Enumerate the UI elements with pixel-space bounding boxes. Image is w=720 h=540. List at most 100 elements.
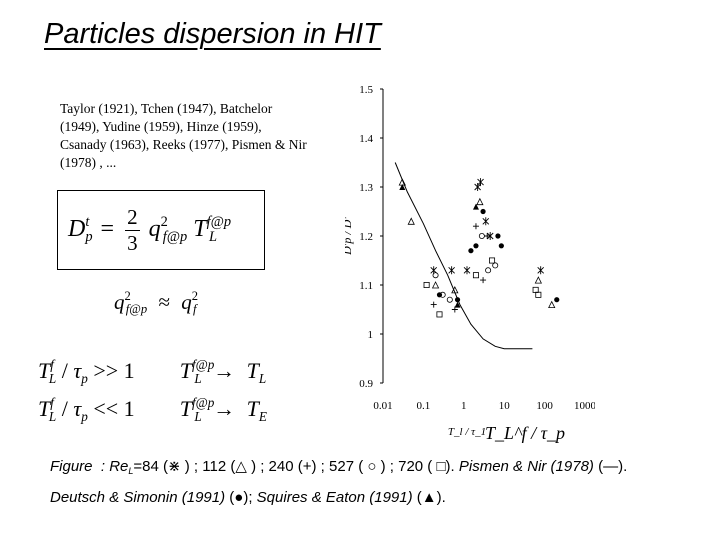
square-symbol-icon: □ [436,458,446,475]
dot-marker [468,248,474,254]
pismen-nir-curve [394,162,533,350]
limit-formula-large: TfL / τp >> 1 Tf@pL → TL [38,356,266,386]
dot-marker [554,297,560,303]
circle-marker [432,272,439,279]
caption-line-1: Figure : ReL=84 (⋇ ) ; 112 (△ ) ; 240 (+… [50,452,720,483]
limit1-t: T [38,358,51,383]
caption-figure-label: Figure [50,458,93,475]
series-dot [436,208,560,303]
formula-q: q [148,216,161,243]
limit2-tfp-sub: L [194,408,202,424]
square-marker [489,257,496,264]
x-tick-label: 1000 [574,400,595,412]
star-marker [537,266,545,275]
series-star [430,178,545,275]
limit1-tfp-sup: f@p [191,356,215,372]
caption-re-sub: L [128,466,134,477]
figure-caption: Figure : ReL=84 (⋇ ) ; 112 (△ ) ; 240 (+… [50,452,720,512]
caption-paren-open-1: ( [229,489,235,506]
star-marker [477,178,484,187]
circle-marker [446,296,453,303]
caption-text-close: ). [445,458,455,475]
formula-d-sup: t [85,213,90,230]
approx-op: ≈ [158,290,170,314]
limit1-tau-sub: p [81,370,88,386]
formula-t-sub: L [209,229,218,246]
triangle-marker [431,281,440,289]
references-text: Taylor (1921), Tchen (1947), Batchelor (… [60,101,307,170]
caption-ref-pismen: Pismen & Nir (1978) [458,458,594,475]
plus-marker [472,223,479,230]
triangle-marker [476,197,484,206]
x-tick-label: 0.01 [373,400,392,412]
dot-marker [495,233,501,239]
caption-ref-squires: Squires & Eaton (1991) [256,489,413,506]
caption-text-112: ) ; 112 ( [184,458,236,475]
formula-t-sup: f@p [206,213,232,230]
formula-equals: = [100,216,115,243]
star-symbol-icon: ⋇ [168,458,181,475]
y-tick-label: 1.4 [359,133,373,145]
x-tick-label: 100 [536,400,553,412]
caption-text-720: ) ; 720 ( [380,458,433,475]
limit2-rhs-sub: E [258,408,267,424]
dispersion-formula-box: Dtp = 2 3 q2f@p Tf@pL [57,190,265,270]
dot-marker [480,208,486,215]
limit2-t-sup: f [50,394,54,410]
series-line [394,162,533,350]
limit2-tfp: T [179,396,192,421]
y-tick-label: 1 [368,329,374,341]
square-marker [472,272,479,279]
x-tick-label: 10 [499,400,511,412]
approx-q: q [114,290,125,314]
dot-marker [498,243,504,249]
formula-d-sub: p [85,229,93,246]
triangle-marker [534,276,542,284]
y-tick-label: 0.9 [359,378,373,390]
limit1-tfp: T [179,358,192,383]
caption-line-symbol: (—). [598,458,628,475]
triangle-marker [407,217,415,225]
series-square [423,257,542,318]
y-tick-label: 1.5 [359,84,373,96]
formula-fraction: 2 3 [125,205,140,256]
approx-rhs-sup: 2 [191,289,199,304]
dispersion-chart: 0.9 1 1.1 1.2 1.3 1.4 1.5 0.01 0.1 1 10 100 1000 D'p … [345,84,595,443]
caption-paren-close-2: ). [436,489,446,506]
y-tick-label: 1.1 [359,280,373,292]
formula-q-sup: 2 [160,213,168,230]
filled-dot-icon: ● [234,489,244,506]
filled-triangle-marker [454,301,461,308]
star-marker [474,183,481,191]
limit1-tfp-sub: L [194,370,202,386]
triangle-marker [451,286,459,294]
limit2-rhs: T [246,396,259,421]
limit1-slash: / [61,358,68,383]
formula-denominator: 3 [127,231,138,255]
limit2-t-sub: L [48,408,57,424]
limit1-t-sub: L [48,370,57,386]
y-axis-label: D'p / D' [345,217,354,256]
plus-marker [480,277,487,284]
approx-rhs-sub: f [193,302,197,317]
x-tick-label: 0.1 [417,400,431,412]
dot-marker [473,243,479,249]
slide-title: Particles dispersion in HIT [44,18,381,50]
caption-re: : Re [100,458,129,475]
caption-re-value: =84 ( [133,458,169,475]
approx-q-sup: 2 [124,289,131,304]
plus-marker [484,233,491,239]
formula-t: T [193,216,207,243]
caption-text-240: ) ; 240 (+) ; 527 ( [251,458,364,475]
square-marker [436,311,443,318]
square-marker [535,291,542,298]
formula-d: D [68,216,86,243]
circle-symbol-icon: ○ [367,458,377,475]
approx-rhs-q: q [181,290,192,314]
circle-marker [478,232,485,239]
y-tick-label: 1.2 [359,231,373,243]
series-triangle [398,178,556,308]
dispersion-formula: Dtp = 2 3 q2f@p Tf@pL [68,205,231,256]
triangle-symbol-icon: △ [235,458,247,475]
caption-ref-deutsch: Deutsch & Simonin (1991) [50,489,226,506]
